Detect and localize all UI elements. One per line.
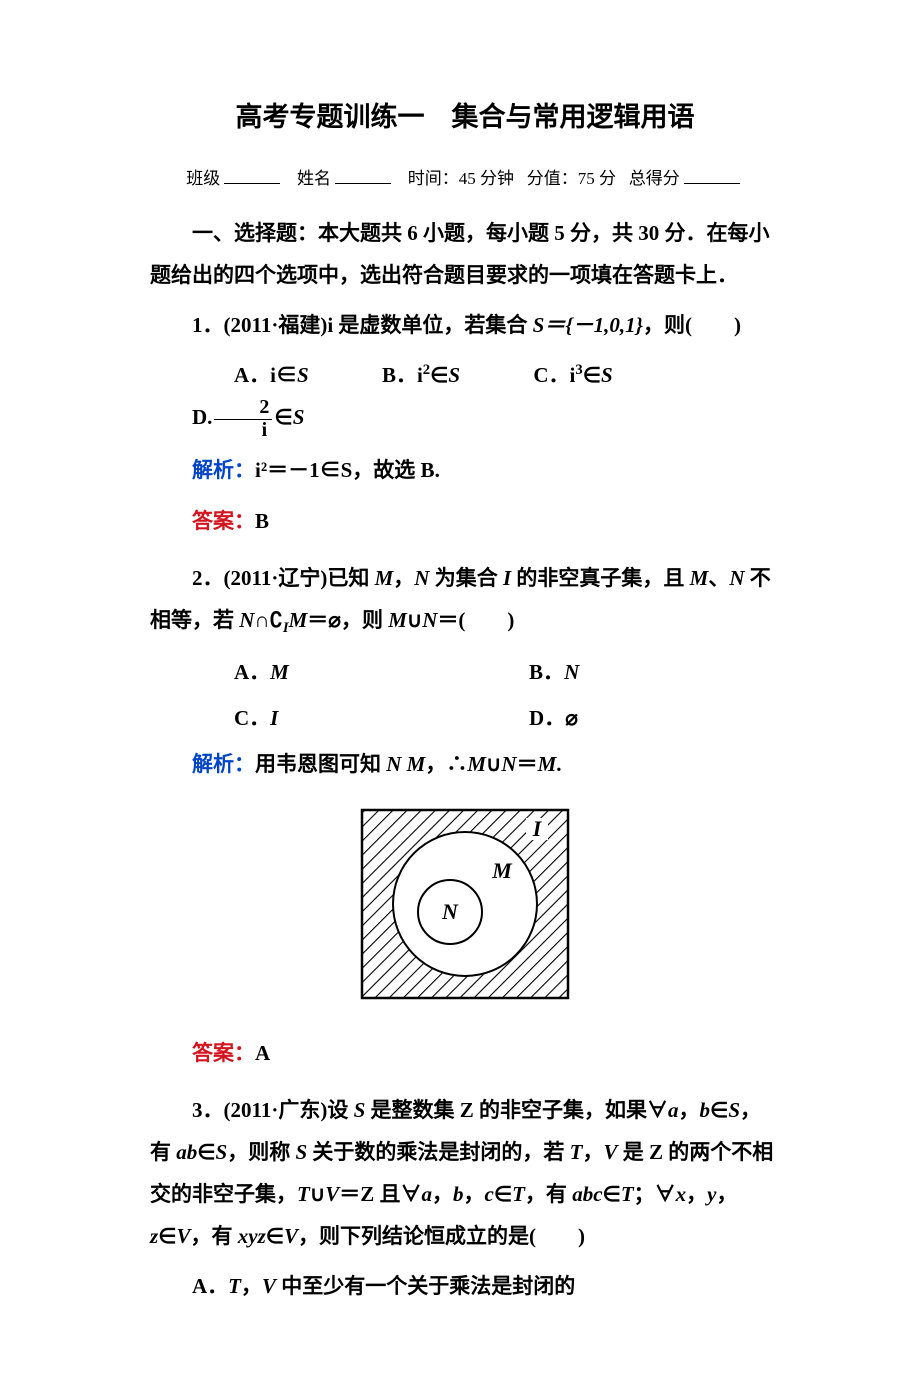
score-label: 分值： xyxy=(527,169,578,188)
total-label: 总得分 xyxy=(629,169,680,188)
q1-stem-suffix: ，则( ) xyxy=(643,313,741,337)
name-blank xyxy=(335,166,391,184)
q1-opt-c: C．i3∈S xyxy=(491,354,612,396)
total-blank xyxy=(684,166,740,184)
q1-analysis: 解析：i²＝－1∈S，故选 B. xyxy=(150,449,780,492)
q3-stem: 3．(2011·广东)设 S 是整数集 Z 的非空子集，如果∀a，b∈S，有 a… xyxy=(150,1089,780,1257)
meta-line: 班级 姓名 时间：45 分钟 分值：75 分 总得分 xyxy=(150,162,780,196)
q2-opts-row2: C．I D．⌀ xyxy=(150,697,780,739)
q1-opt-d: D.2i∈S xyxy=(150,396,304,441)
q1-set: S＝{－1,0,1} xyxy=(533,313,643,337)
q1-stem: 1．(2011·福建)i 是虚数单位，若集合 S＝{－1,0,1}，则( ) xyxy=(150,304,780,346)
q1-answer: 答案：B xyxy=(150,500,780,543)
q2-stem: 2．(2011·辽宁)已知 M，N 为集合 I 的非空真子集，且 M、N 不相等… xyxy=(150,557,780,644)
page-title: 高考专题训练一 集合与常用逻辑用语 xyxy=(150,90,780,144)
q1-opt-b: B．i2∈S xyxy=(340,354,460,396)
svg-text:I: I xyxy=(532,816,543,841)
venn-diagram: I M N xyxy=(150,804,780,1018)
q2-opt-a: A．M xyxy=(192,651,482,693)
time-value: 45 分钟 xyxy=(459,169,514,188)
analysis-label: 解析： xyxy=(192,753,255,776)
time-label: 时间： xyxy=(408,169,459,188)
answer-label: 答案： xyxy=(192,1042,255,1065)
svg-text:N: N xyxy=(441,899,459,924)
score-value: 75 分 xyxy=(578,169,616,188)
svg-text:M: M xyxy=(491,858,513,883)
q2-analysis: 解析：用韦恩图可知 N M，∴M∪N＝M. xyxy=(150,743,780,786)
q1-answer-text: B xyxy=(255,509,269,533)
q2-opt-d: D．⌀ xyxy=(487,697,777,739)
q1-opt-a: A．i∈S xyxy=(192,354,309,396)
q2-opt-b: B．N xyxy=(487,651,777,693)
q2-opts-row1: A．M B．N xyxy=(150,651,780,693)
section-intro: 一、选择题：本大题共 6 小题，每小题 5 分，共 30 分．在每小题给出的四个… xyxy=(150,212,780,296)
class-blank xyxy=(224,166,280,184)
q2-answer: 答案：A xyxy=(150,1032,780,1075)
q1-analysis-text: i²＝－1∈S，故选 B. xyxy=(255,458,440,482)
analysis-label: 解析： xyxy=(192,459,255,482)
answer-label: 答案： xyxy=(192,510,255,533)
q2-opt-c: C．I xyxy=(192,697,482,739)
q2-answer-text: A xyxy=(255,1041,270,1065)
class-label: 班级 xyxy=(186,169,220,188)
q3-opt-a: A．T，V 中至少有一个关于乘法是封闭的 xyxy=(150,1265,780,1307)
q1-options: A．i∈S B．i2∈S C．i3∈S D.2i∈S xyxy=(150,354,780,441)
q1-stem-prefix: 1．(2011·福建)i 是虚数单位，若集合 xyxy=(192,313,533,337)
name-label: 姓名 xyxy=(297,169,331,188)
